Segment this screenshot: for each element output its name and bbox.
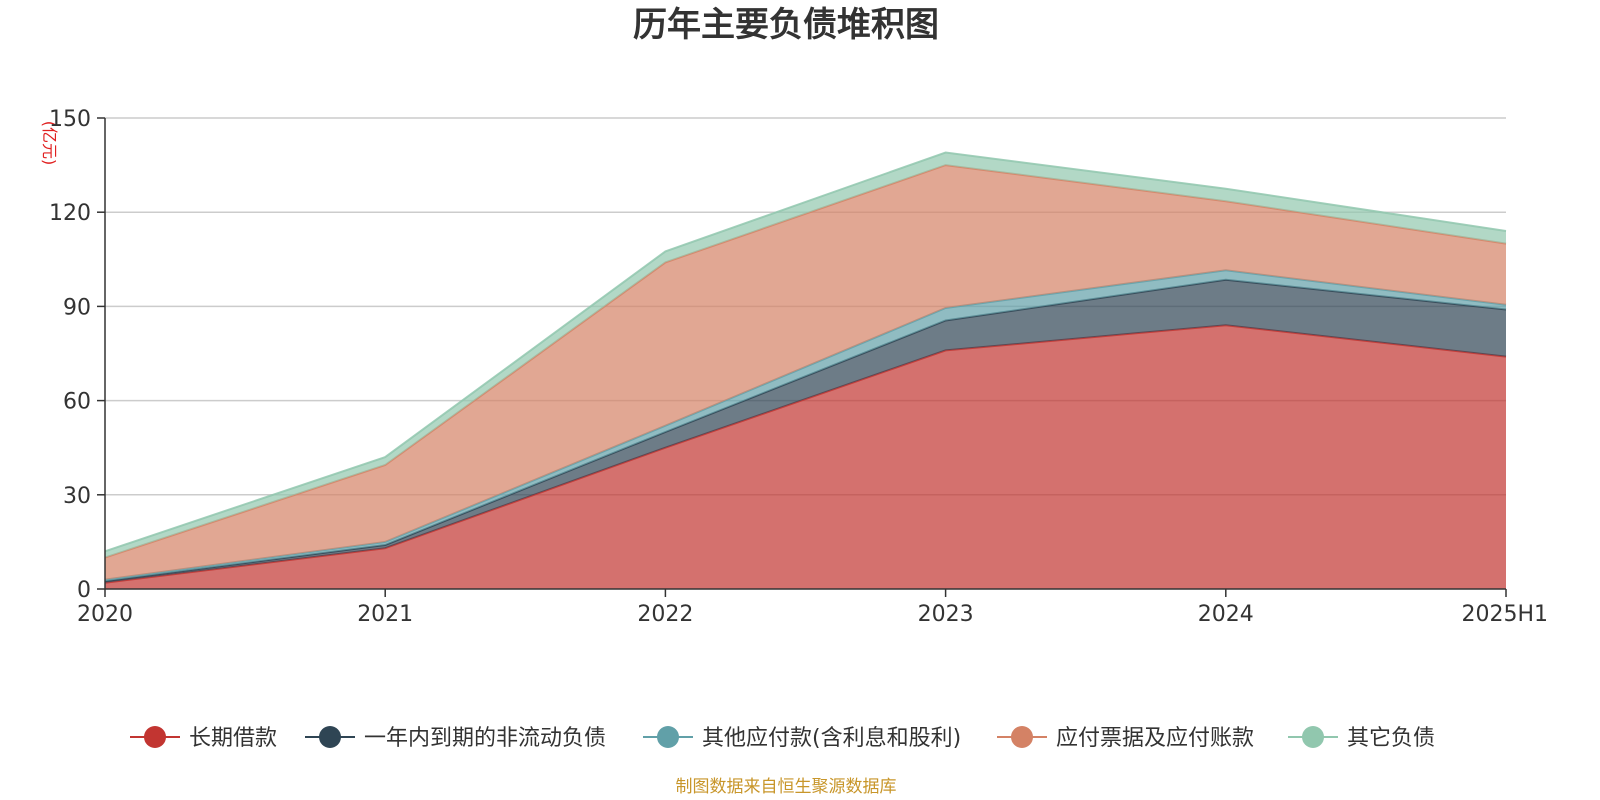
- x-tick-label: 2022: [637, 602, 693, 627]
- legend[interactable]: 长期借款 一年内到期的非流动负债 其他应付款(含利息和股利) 应付票据及应付账款 其它负…: [130, 726, 1435, 751]
- legend-label: 应付票据及应付账款: [1056, 726, 1254, 751]
- x-tick-label: 2021: [357, 602, 413, 627]
- area-series-0: [105, 325, 1506, 589]
- legend-item-3[interactable]: 应付票据及应付账款: [997, 726, 1254, 751]
- legend-item-2[interactable]: 其他应付款(含利息和股利): [643, 726, 961, 751]
- stacked-areas: [104, 151, 1507, 589]
- y-axis-unit-label: (亿元): [40, 121, 59, 166]
- legend-marker: [144, 726, 166, 748]
- legend-marker: [1302, 726, 1324, 748]
- y-tick-label: 120: [49, 201, 91, 226]
- legend-label: 长期借款: [189, 726, 277, 751]
- legend-label: 其它负债: [1347, 726, 1435, 751]
- axes: 0 30 60 90 120 150 2020 2021 2022 2023 2024 2025H1: [49, 107, 1548, 627]
- legend-item-1[interactable]: 一年内到期的非流动负债: [305, 726, 606, 751]
- y-tick-label: 150: [49, 107, 91, 132]
- area-series-1: [105, 279, 1506, 583]
- x-tick-label: 2025H1: [1461, 602, 1548, 627]
- legend-marker: [1011, 726, 1033, 748]
- legend-label: 其他应付款(含利息和股利): [702, 726, 961, 751]
- y-tick-label: 30: [63, 484, 91, 509]
- legend-marker: [319, 726, 341, 748]
- legend-marker: [657, 726, 679, 748]
- legend-item-4[interactable]: 其它负债: [1288, 726, 1435, 751]
- x-tick-label: 2020: [77, 602, 133, 627]
- y-tick-label: 60: [63, 390, 91, 415]
- area-series-3: [105, 165, 1506, 580]
- chart-title: 历年主要负债堆积图: [633, 5, 939, 45]
- y-tick-label: 0: [77, 578, 91, 603]
- legend-item-0[interactable]: 长期借款: [130, 726, 277, 751]
- x-tick-label: 2023: [918, 602, 974, 627]
- data-source-note: 制图数据来自恒生聚源数据库: [676, 777, 897, 797]
- x-tick-label: 2024: [1198, 602, 1254, 627]
- line-series-4: [104, 151, 1507, 553]
- y-tick-label: 90: [63, 295, 91, 320]
- legend-label: 一年内到期的非流动负债: [364, 726, 606, 751]
